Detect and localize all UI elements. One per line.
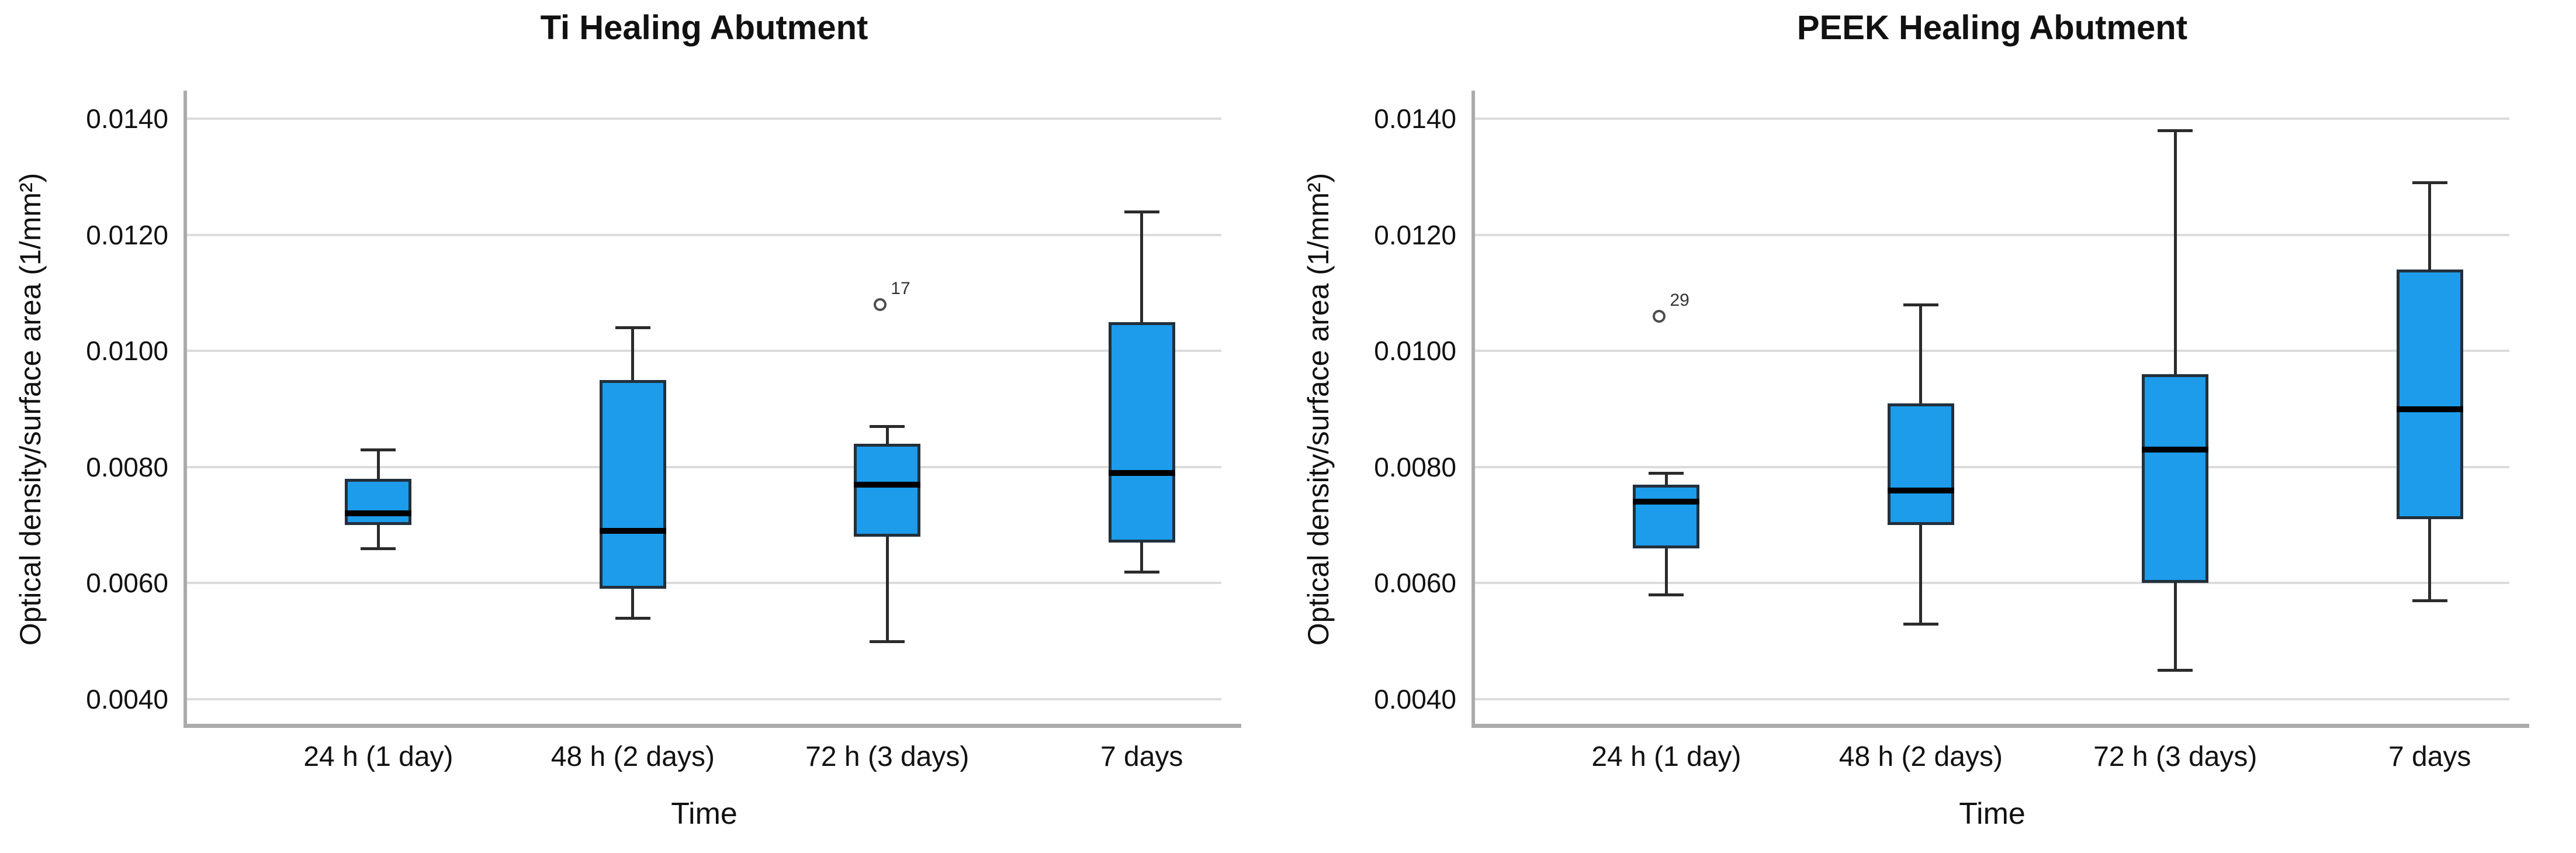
median-line — [2142, 447, 2209, 453]
whisker-cap — [870, 425, 905, 429]
whisker-cap — [2158, 669, 2193, 672]
median-line — [1108, 469, 1175, 476]
x-tick-label: 72 h (3 days) — [2093, 741, 2258, 772]
whisker-line — [2173, 583, 2177, 671]
y-tick-label: 0.0080 — [86, 451, 168, 482]
x-tick-label: 24 h (1 day) — [1591, 741, 1741, 772]
median-line — [2396, 406, 2463, 412]
y-tick-label: 0.0080 — [1374, 451, 1456, 482]
y-tick-label: 0.0100 — [86, 336, 168, 367]
chart-title-peek: PEEK Healing Abutment — [1796, 9, 2188, 47]
whisker-line — [2173, 130, 2177, 374]
whisker-line — [2428, 519, 2432, 601]
y-tick-label: 0.0140 — [1374, 103, 1456, 134]
whisker-cap — [1124, 210, 1159, 213]
whisker-cap — [870, 640, 905, 643]
whisker-line — [1664, 472, 1668, 485]
x-axis-line — [1471, 724, 2529, 728]
plot-area-peek: 0.0040 0.0060 0.0080 0.0100 0.0120 0.0140 24 h… — [1374, 91, 2529, 772]
gridline — [1475, 118, 2509, 120]
y-tick-label: 0.0120 — [86, 219, 168, 250]
outlier-label: 17 — [891, 278, 910, 298]
box — [2142, 374, 2209, 583]
whisker-cap — [2412, 181, 2447, 185]
whisker-line — [1919, 525, 1923, 624]
x-tick-label: 48 h (2 days) — [1838, 741, 2003, 772]
gridline — [187, 698, 1221, 700]
whisker-cap — [361, 547, 396, 550]
whisker-cap — [1649, 471, 1684, 475]
median-line — [599, 528, 666, 534]
whisker-line — [885, 426, 889, 444]
box — [2396, 270, 2463, 520]
x-tick-label: 48 h (2 days) — [550, 741, 715, 772]
outlier-point — [874, 298, 887, 311]
median-line — [345, 510, 412, 517]
whisker-line — [631, 589, 635, 618]
box — [1633, 484, 1700, 548]
median-line — [1887, 487, 1954, 493]
box — [599, 379, 666, 589]
gridline — [187, 350, 1221, 353]
x-tick-label: 24 h (1 day) — [303, 741, 453, 772]
x-axis-title: Time — [671, 797, 738, 831]
y-tick-label: 0.0040 — [86, 684, 168, 714]
box — [345, 478, 412, 526]
whisker-cap — [2158, 129, 2193, 132]
gridline — [1475, 698, 2509, 700]
whisker-line — [1140, 211, 1144, 322]
whisker-cap — [361, 448, 396, 451]
whisker-cap — [1903, 622, 1938, 626]
whisker-cap — [615, 326, 650, 330]
whisker-line — [2428, 182, 2432, 270]
y-tick-label: 0.0060 — [1374, 568, 1456, 599]
whisker-line — [1140, 542, 1144, 572]
box — [854, 444, 921, 537]
boxplot-panel-ti: Ti Healing Abutment Optical density/surf… — [14, 9, 1241, 831]
y-tick-label: 0.0140 — [86, 103, 168, 134]
x-axis-title: Time — [1959, 797, 2026, 831]
whisker-cap — [1903, 303, 1938, 306]
whisker-cap — [1649, 593, 1684, 597]
boxplot-panel-peek: PEEK Healing Abutment Optical density/su… — [1288, 0, 2576, 853]
chart-title-ti: Ti Healing Abutment — [540, 9, 868, 47]
whisker-line — [885, 536, 889, 641]
whisker-line — [631, 327, 635, 380]
x-tick-label: 7 days — [2388, 741, 2471, 772]
y-axis-line — [1471, 91, 1475, 725]
y-tick-label: 0.0060 — [86, 568, 168, 599]
whisker-cap — [615, 616, 650, 620]
x-axis-line — [183, 724, 1241, 728]
whisker-cap — [2412, 599, 2447, 603]
gridline — [187, 582, 1221, 585]
x-tick-label: 7 days — [1100, 741, 1183, 772]
gridline — [187, 465, 1221, 468]
whisker-line — [1919, 304, 1923, 403]
box — [1108, 322, 1175, 543]
gridline — [1475, 465, 2509, 468]
y-tick-label: 0.0040 — [1374, 684, 1456, 714]
x-tick-label: 72 h (3 days) — [805, 741, 970, 772]
box — [1887, 403, 1954, 526]
y-tick-label: 0.0120 — [1374, 219, 1456, 250]
whisker-cap — [1124, 570, 1159, 574]
outlier-point — [1653, 309, 1666, 323]
y-axis-line — [183, 91, 187, 725]
gridline — [1475, 350, 2509, 353]
whisker-line — [376, 525, 380, 548]
median-line — [1633, 499, 1700, 505]
whisker-line — [1664, 548, 1668, 595]
gridline — [187, 118, 1221, 120]
median-line — [854, 481, 921, 488]
outlier-label: 29 — [1670, 290, 1689, 310]
whisker-line — [376, 450, 380, 479]
gridline — [1475, 233, 2509, 236]
gridline — [1475, 582, 2509, 585]
plot-area-ti: 0.0040 0.0060 0.0080 0.0100 0.0120 0.0140 24 h… — [86, 91, 1241, 772]
gridline — [187, 233, 1221, 236]
y-tick-label: 0.0100 — [1374, 336, 1456, 367]
